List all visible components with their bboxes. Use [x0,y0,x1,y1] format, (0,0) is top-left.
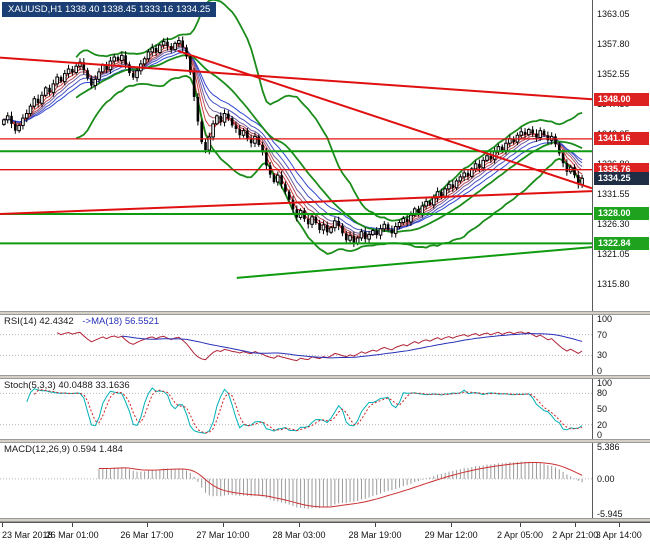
time-tick [520,523,521,527]
price-tick: 1331.55 [597,188,630,199]
price-level-badge: 1322.84 [594,236,649,250]
rsi-canvas[interactable] [0,315,592,375]
time-tick [618,523,620,527]
axis-tick: 20 [597,419,608,430]
time-tick [299,523,300,527]
main-chart-panel: XAUUSD,H1 1338.40 1338.45 1333.16 1334.2… [0,0,650,311]
rsi-panel: RSI(14) 42.4342 ->MA(18) 56.5521 100 70 30… [0,314,650,376]
price-tick: 1357.80 [597,38,630,49]
price-tick: 1321.05 [597,248,630,259]
axis-tick: 5.386 [597,442,620,452]
macd-canvas[interactable] [0,443,592,518]
price-level-badge: 1334.25 [594,171,649,185]
time-label: 29 Mar 12:00 [424,530,478,540]
stochastic-label: Stoch(5,3,3) 40.0488 33.1636 [4,380,130,391]
panel-separator[interactable] [0,375,650,379]
time-tick [222,523,224,527]
price-level-badge: 1348.00 [594,93,649,107]
panel-separator[interactable] [0,439,650,443]
stochastic-panel: Stoch(5,3,3) 40.0488 33.1636 100 80 50 20 0 [0,378,650,440]
main-chart-canvas[interactable] [0,0,592,311]
time-label: 23 Mar 2018 [1,530,53,540]
price-level-badge: 1341.16 [594,132,649,146]
stochastic-axis[interactable]: 100 80 50 20 0 [592,378,650,440]
stochastic-header: Stoch(5,3,3) 40.0488 33.1636 [4,380,130,391]
time-tick [1,523,3,527]
time-tick [575,523,577,527]
time-label: 26 Mar 17:00 [120,530,174,540]
axis-tick: 100 [597,314,613,324]
time-tick [451,523,453,527]
panel-separator[interactable] [0,311,650,315]
macd-label: MACD(12,26,9) 0.594 1.484 [4,444,123,455]
macd-panel: MACD(12,26,9) 0.594 1.484 5.386 0.00 -5.94… [0,442,650,519]
macd-axis[interactable]: 5.386 0.00 -5.945 [592,442,650,519]
time-label: 2 Apr 05:00 [496,530,544,540]
time-label: 28 Mar 19:00 [348,530,402,540]
price-axis[interactable]: 1363.051357.801352.551347.301342.051336.… [592,0,650,311]
time-label: 2 Apr 21:00 [552,530,599,540]
axis-tick: 0 [597,430,603,440]
price-level-badge: 1328.00 [594,207,649,221]
price-tick: 1352.55 [597,68,630,79]
axis-tick: 0 [597,366,603,376]
axis-tick: 70 [597,329,608,340]
time-tick [72,523,74,527]
macd-header: MACD(12,26,9) 0.594 1.484 [4,444,123,455]
rsi-header: RSI(14) 42.4342 ->MA(18) 56.5521 [4,316,159,327]
time-label: 28 Mar 03:00 [272,530,326,540]
time-label: 27 Mar 10:00 [196,530,250,540]
stochastic-canvas[interactable] [0,379,592,439]
panel-separator[interactable] [0,518,650,522]
time-tick [375,523,377,527]
rsi-axis[interactable]: 100 70 30 0 [592,314,650,376]
rsi-label: RSI(14) 42.4342 [4,316,74,327]
time-axis[interactable]: 23 Mar 2018 26 Mar 01:00 26 Mar 17:00 27 Ma… [0,522,650,550]
time-label: 26 Mar 01:00 [45,530,99,540]
axis-tick: 100 [597,378,613,388]
time-label: 3 Apr 14:00 [595,530,642,540]
rsi-ma-label: ->MA(18) 56.5521 [82,316,160,327]
axis-tick: 30 [597,350,608,361]
price-tick: 1326.30 [597,218,630,229]
axis-tick: 50 [597,404,608,414]
time-tick [146,523,148,527]
price-tick: 1315.80 [597,278,630,289]
axis-tick: -5.945 [597,509,623,519]
axis-tick: 0.00 [597,473,615,484]
axis-tick: 80 [597,388,608,399]
chart-title: XAUUSD,H1 1338.40 1338.45 1333.16 1334.2… [2,2,217,17]
price-tick: 1363.05 [597,8,630,19]
